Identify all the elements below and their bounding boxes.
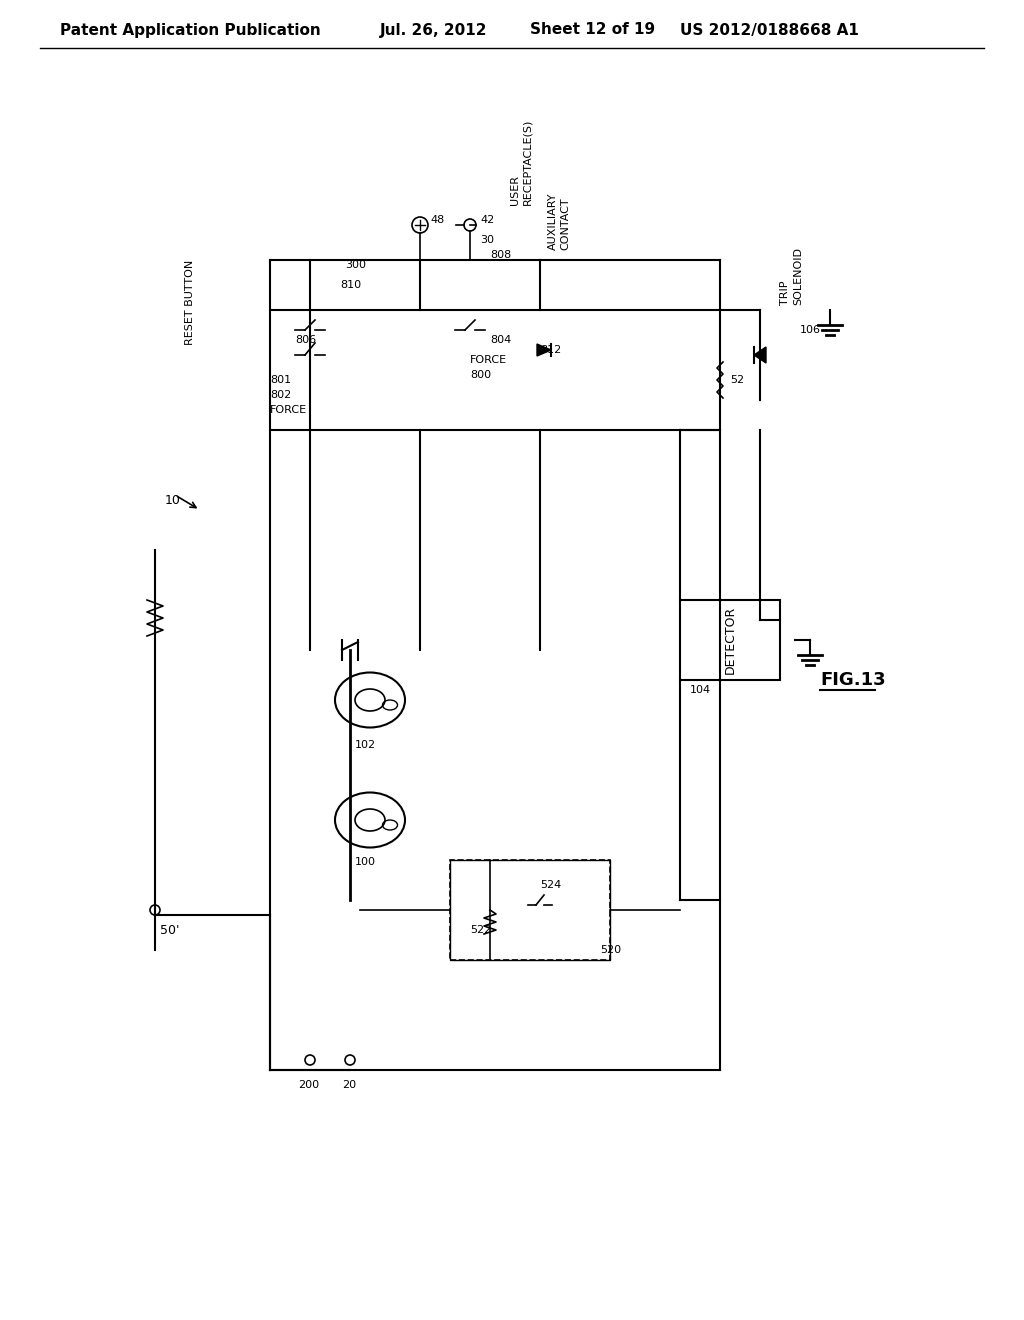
Text: 810: 810 [340,280,361,290]
Polygon shape [754,347,766,363]
Text: 520: 520 [600,945,622,954]
Text: 801: 801 [270,375,291,385]
Text: 42: 42 [480,215,495,224]
Text: 806: 806 [295,335,316,345]
Text: 104: 104 [690,685,711,696]
Text: 800: 800 [470,370,492,380]
Text: 52: 52 [730,375,744,385]
Text: 50': 50' [160,924,179,936]
Text: 10: 10 [165,494,181,507]
Ellipse shape [355,809,385,832]
Bar [450,861,610,960]
Text: 200: 200 [298,1080,319,1090]
Text: 802: 802 [270,389,291,400]
Text: FORCE: FORCE [270,405,307,414]
Text: FORCE: FORCE [470,355,507,366]
Text: 812: 812 [540,345,561,355]
Bar [450,861,610,960]
Text: Patent Application Publication: Patent Application Publication [60,22,321,37]
Text: CONTACT: CONTACT [560,198,570,249]
Text: US 2012/0188668 A1: US 2012/0188668 A1 [680,22,859,37]
Text: USER: USER [510,176,520,205]
Text: 524: 524 [540,880,561,890]
Polygon shape [537,345,551,356]
Text: 30: 30 [480,235,494,246]
Text: 106: 106 [800,325,821,335]
Bar [680,601,780,680]
Text: 522: 522 [470,925,492,935]
Text: AUXILIARY: AUXILIARY [548,193,558,249]
Text: 804: 804 [490,335,511,345]
Text: 100: 100 [355,857,376,867]
Text: 102: 102 [355,741,376,750]
Text: FIG.13: FIG.13 [820,671,886,689]
Text: 300: 300 [345,260,366,271]
Text: 48: 48 [430,215,444,224]
Text: SOLENOID: SOLENOID [793,247,803,305]
Text: TRIP: TRIP [780,281,790,305]
Text: 808: 808 [490,249,511,260]
Text: RESET BUTTON: RESET BUTTON [185,260,195,345]
Text: Jul. 26, 2012: Jul. 26, 2012 [380,22,487,37]
Text: 20: 20 [342,1080,356,1090]
Text: DETECTOR: DETECTOR [724,606,736,675]
Ellipse shape [355,689,385,711]
Circle shape [412,216,428,234]
Text: Sheet 12 of 19: Sheet 12 of 19 [530,22,655,37]
Text: RECEPTACLE(S): RECEPTACLE(S) [522,119,532,205]
